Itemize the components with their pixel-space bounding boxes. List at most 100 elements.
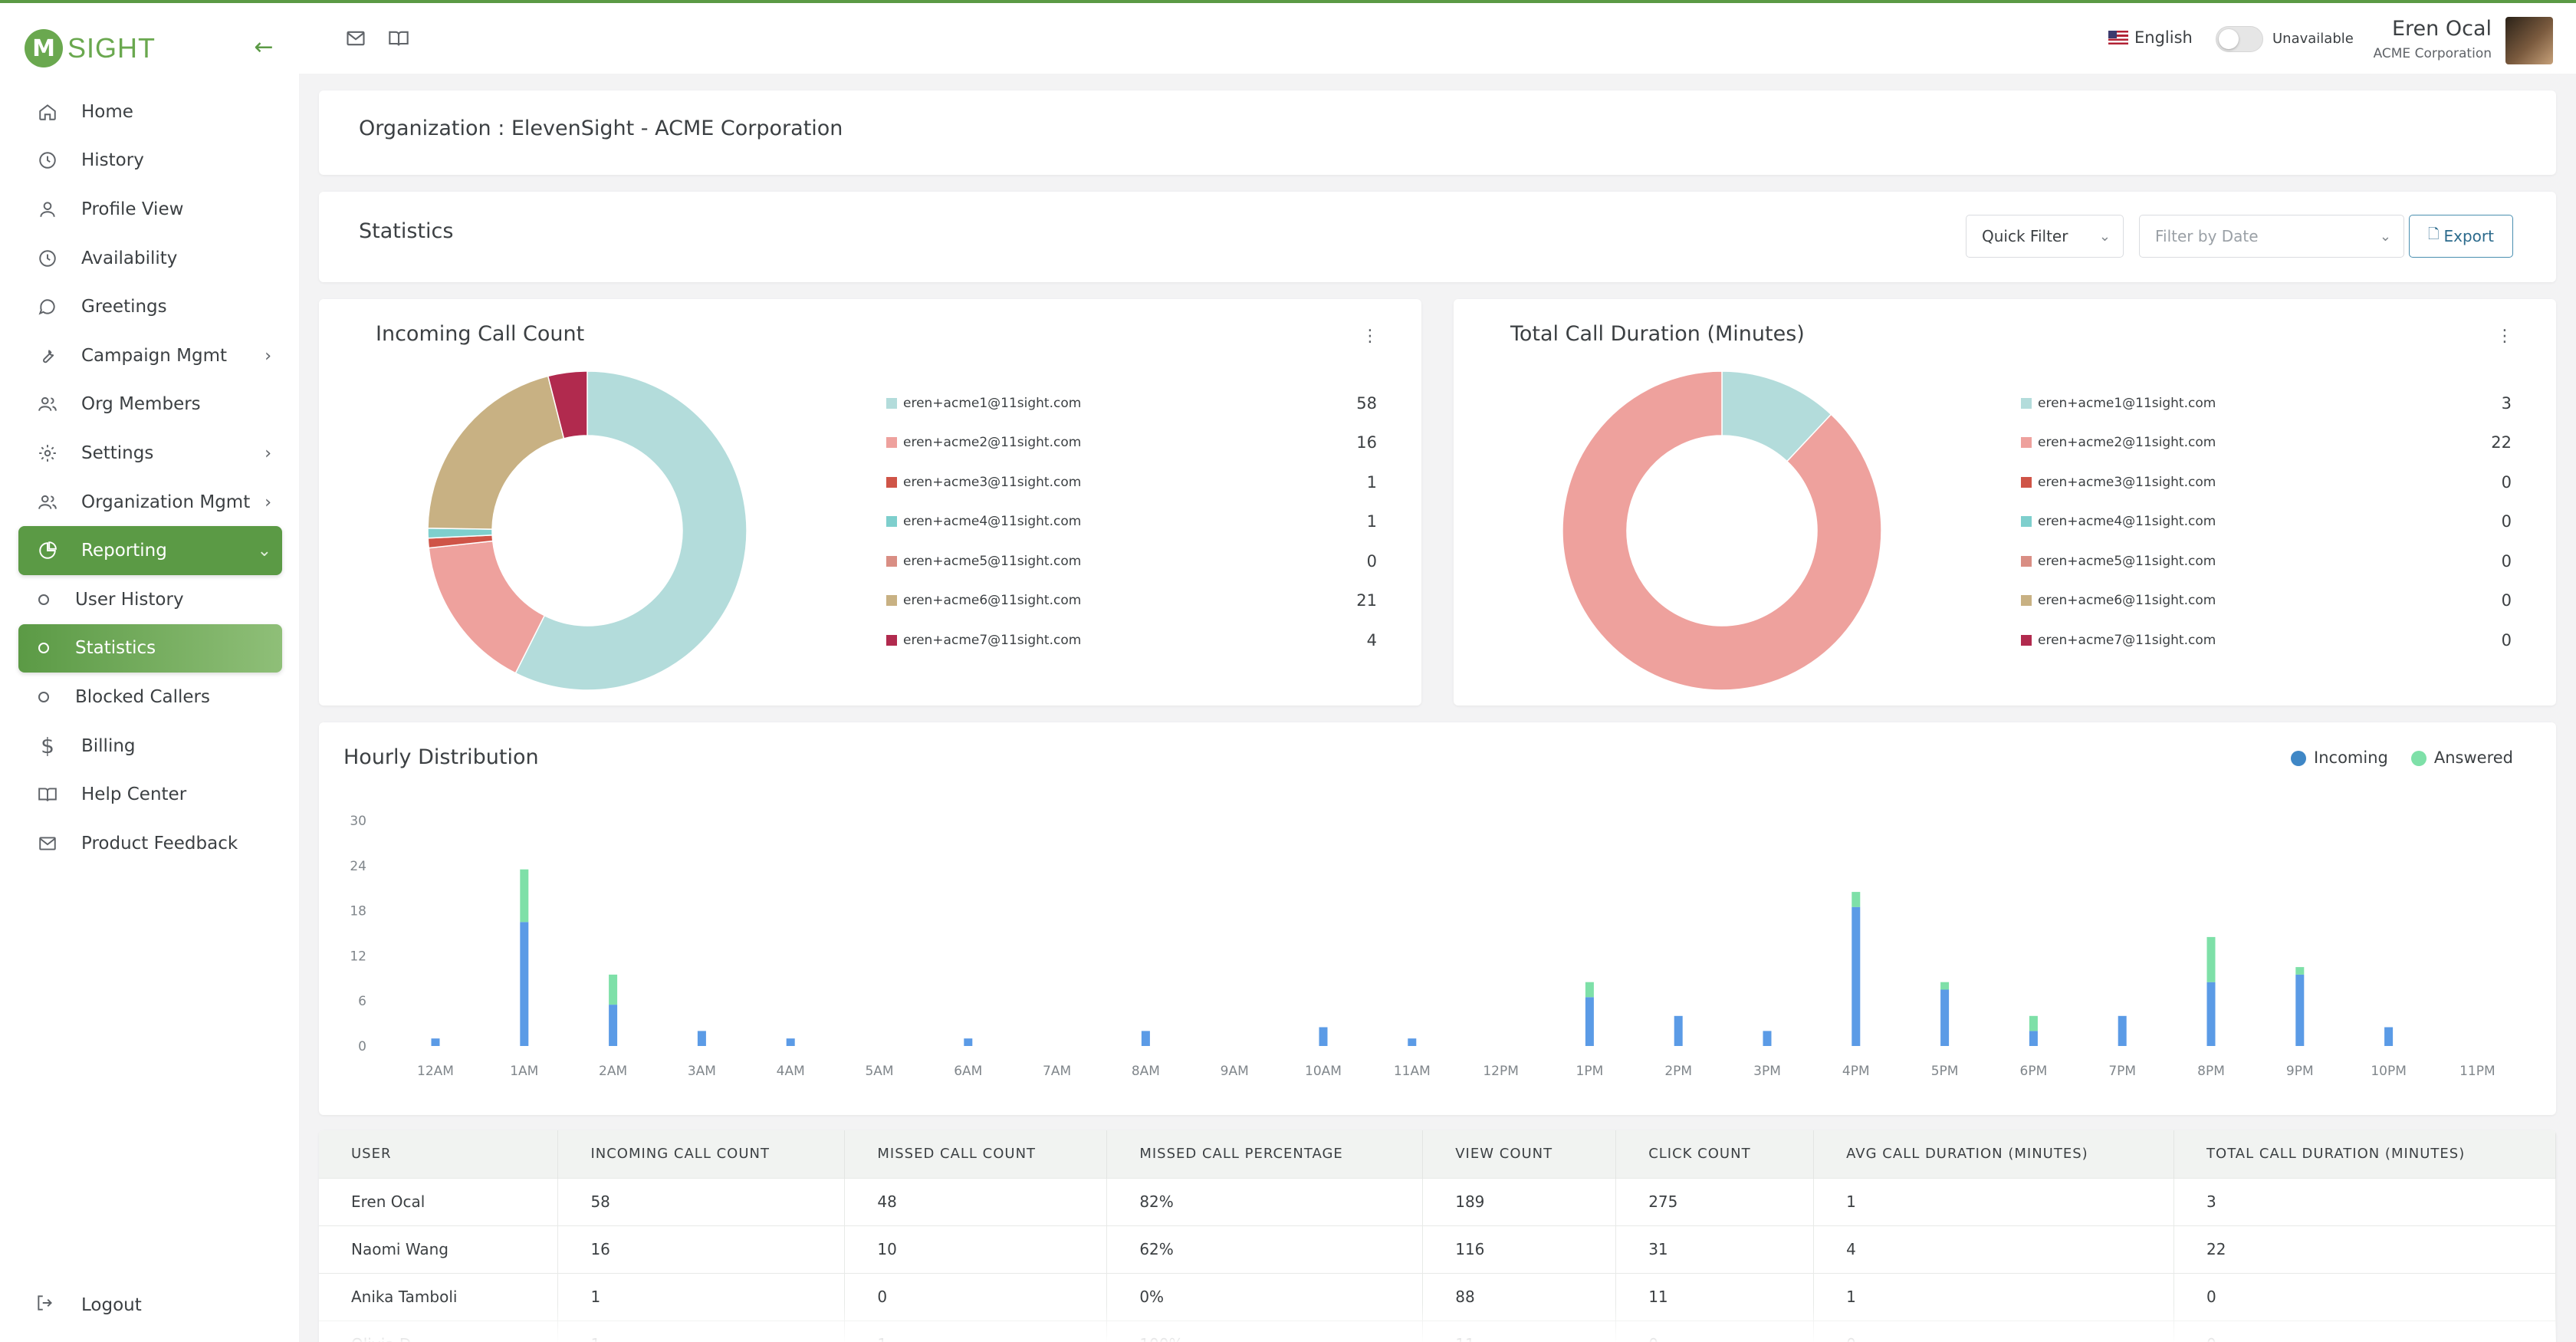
column-header[interactable]: INCOMING CALL COUNT [557,1130,846,1178]
sidebar-item-greetings[interactable]: Greetings [18,282,282,331]
bar-answered[interactable] [609,974,618,1005]
legend-item[interactable]: eren+acme1@11sight.com 58 [886,383,1377,423]
donut-slice-1[interactable] [514,370,748,691]
sidebar-item-help-center[interactable]: Help Center [18,770,282,819]
bar-incoming[interactable] [520,922,529,1046]
legend-item[interactable]: eren+acme3@11sight.com 1 [886,462,1377,502]
column-header[interactable]: AVG CALL DURATION (MINUTES) [1813,1130,2175,1178]
sidebar-item-settings[interactable]: Settings › [18,429,282,478]
table-cell: 116 [1422,1225,1617,1273]
bar-incoming[interactable] [431,1038,440,1046]
bar-incoming[interactable] [1674,1015,1683,1046]
bar-incoming[interactable] [1940,989,1950,1047]
availability-toggle[interactable] [2216,26,2263,52]
more-options-icon[interactable]: ⋮ [1362,327,1378,346]
quick-filter-dropdown[interactable]: Quick Filter ⌄ [1966,215,2124,258]
statistics-header-card: Statistics Quick Filter ⌄ Filter by Date… [319,192,2556,282]
legend-swatch [2021,634,2032,646]
language-selector[interactable]: English [2108,28,2193,47]
chevron-down-icon: ⌄ [2379,228,2391,245]
sidebar-item-profile-view[interactable]: Profile View [18,185,282,234]
bar-incoming[interactable] [786,1038,795,1046]
legend-item[interactable]: eren+acme5@11sight.com 0 [886,541,1377,581]
bar-incoming[interactable] [2206,982,2216,1046]
export-button[interactable]: 🗋 Export [2409,215,2513,258]
sidebar-item-product-feedback[interactable]: Product Feedback [18,819,282,868]
mail-icon[interactable] [345,28,368,51]
bar-incoming[interactable] [1852,906,1861,1046]
avatar[interactable] [2505,17,2553,64]
sidebar-item-campaign-mgmt[interactable]: Campaign Mgmt › [18,331,282,380]
bar-answered[interactable] [2029,1015,2038,1031]
legend-item[interactable]: eren+acme2@11sight.com 16 [886,423,1377,463]
availability-label: Unavailable [2272,31,2354,47]
legend-item[interactable]: eren+acme4@11sight.com 1 [886,502,1377,542]
sidebar-item-reporting[interactable]: Reporting ⌄ [18,526,282,575]
sidebar-item-label: Organization Mgmt [81,492,251,512]
bar-incoming[interactable] [1408,1038,1417,1046]
bar-incoming[interactable] [2295,974,2305,1046]
bar-incoming[interactable] [1319,1027,1328,1047]
bar-incoming[interactable] [964,1038,973,1046]
legend-item[interactable]: eren+acme5@11sight.com 0 [2021,541,2512,581]
column-header[interactable]: TOTAL CALL DURATION (MINUTES) [2174,1130,2556,1178]
column-header[interactable]: CLICK COUNT [1615,1130,1815,1178]
sidebar-subitem-blocked-callers[interactable]: Blocked Callers [18,673,282,722]
legend-item[interactable]: eren+acme6@11sight.com 0 [2021,581,2512,621]
bar-incoming[interactable] [2029,1031,2038,1046]
logo[interactable]: M SIGHT [25,29,156,67]
collapse-sidebar-arrow-icon[interactable]: ← [254,34,274,61]
bar-incoming[interactable] [2384,1027,2394,1047]
legend-item[interactable]: eren+acme2@11sight.com 22 [2021,423,2512,463]
sidebar-item-home[interactable]: Home [18,87,282,137]
logout-button[interactable]: Logout [35,1293,142,1317]
bar-incoming[interactable] [609,1005,618,1046]
sidebar-item-history[interactable]: History [18,137,282,186]
bar-answered[interactable] [1940,982,1950,990]
legend-item[interactable]: eren+acme7@11sight.com 4 [886,620,1377,660]
table-row[interactable]: Naomi Wang 16 10 62% 116 31 4 22 [319,1225,2556,1273]
legend-item[interactable]: eren+acme3@11sight.com 0 [2021,462,2512,502]
legend-item[interactable]: eren+acme6@11sight.com 21 [886,581,1377,621]
sidebar-item-organization-mgmt[interactable]: Organization Mgmt › [18,478,282,527]
column-header[interactable]: VIEW COUNT [1422,1130,1617,1178]
x-tick-label: 11PM [2459,1064,2496,1079]
bar-incoming[interactable] [1763,1031,1772,1046]
file-icon: 🗋 [2428,226,2440,242]
legend-value: 0 [2501,551,2512,571]
legend-item[interactable]: eren+acme1@11sight.com 3 [2021,383,2512,423]
table-row[interactable]: Eren Ocal 58 48 82% 189 275 1 3 [319,1177,2556,1225]
sidebar-item-label: Help Center [81,784,187,805]
bar-answered[interactable] [1852,892,1861,907]
donut-slice-7[interactable] [547,370,588,439]
donut-slice-2[interactable] [1562,370,1882,691]
bar-incoming[interactable] [2118,1015,2127,1046]
bar-incoming[interactable] [697,1031,706,1046]
bar-answered[interactable] [520,869,529,923]
user-name[interactable]: Eren Ocal [2391,17,2492,41]
sidebar-item-org-members[interactable]: Org Members [18,380,282,429]
legend-item[interactable]: eren+acme4@11sight.com 0 [2021,502,2512,542]
legend-item-incoming[interactable]: Incoming [2291,748,2388,767]
legend-value: 0 [1366,551,1377,571]
more-options-icon[interactable]: ⋮ [2496,327,2513,346]
column-header[interactable]: MISSED CALL PERCENTAGE [1106,1130,1424,1178]
bar-answered[interactable] [2206,936,2216,982]
sidebar-subitem-statistics[interactable]: Statistics [18,623,282,673]
legend-item[interactable]: eren+acme7@11sight.com 0 [2021,620,2512,660]
x-tick-label: 10PM [2371,1064,2407,1079]
bar-answered[interactable] [2295,967,2305,975]
legend-item-answered[interactable]: Answered [2410,748,2513,767]
bar-answered[interactable] [1585,982,1594,998]
donut-slice-6[interactable] [427,375,565,530]
bar-incoming[interactable] [1141,1031,1150,1046]
sidebar-item-billing[interactable]: $ Billing [18,722,282,771]
column-header[interactable]: MISSED CALL COUNT [844,1130,1108,1178]
sidebar-subitem-user-history[interactable]: User History [18,575,282,624]
book-icon[interactable] [388,28,411,51]
column-header[interactable]: USER [319,1130,559,1178]
bar-incoming[interactable] [1585,997,1594,1046]
circle-icon [38,643,49,654]
sidebar-item-availability[interactable]: Availability [18,234,282,283]
date-filter-input[interactable]: Filter by Date ⌄ [2139,215,2404,258]
